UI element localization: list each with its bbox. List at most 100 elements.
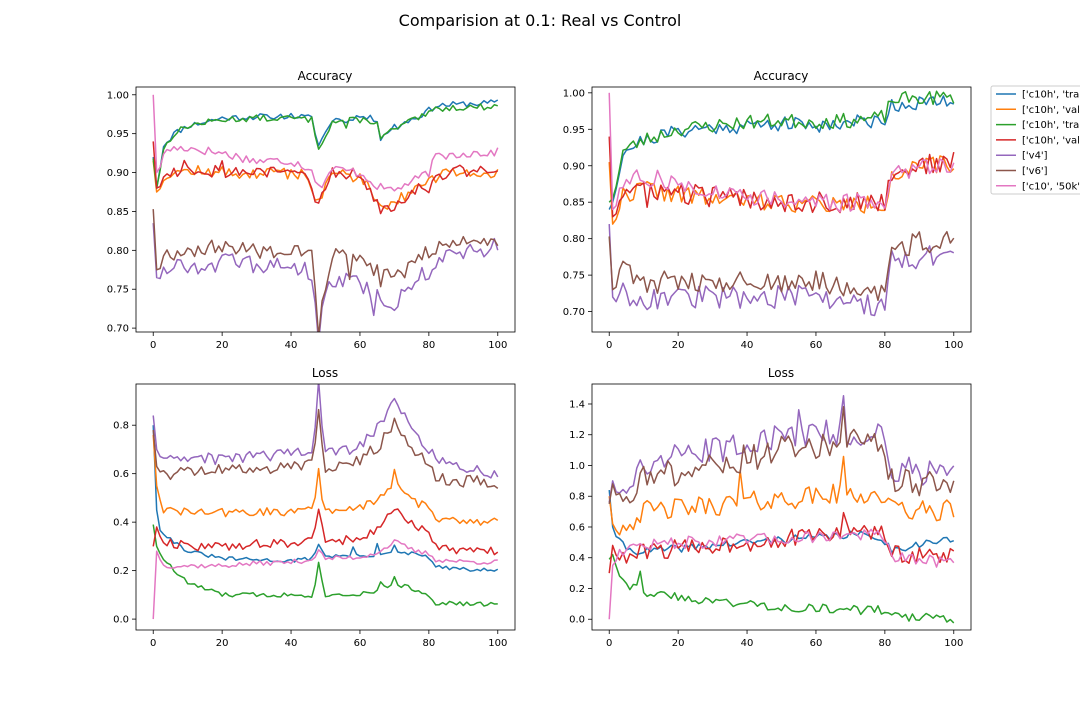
subplot-title: Accuracy	[754, 69, 809, 83]
axes-frame	[591, 383, 972, 631]
y-tick-label: 1.00	[107, 90, 129, 101]
legend: ['c10h', 'tra ['c10h', 'val ['c10h', 'tra […	[990, 85, 1080, 195]
x-tick-label: 40	[741, 638, 754, 649]
y-tick-label: 0.0	[569, 615, 585, 626]
x-tick-label: 20	[216, 340, 229, 351]
y-tick-label: 0.6	[569, 522, 585, 533]
y-tick-label: 1.4	[569, 399, 585, 410]
y-tick-label: 0.8	[569, 492, 585, 503]
x-tick-label: 80	[878, 638, 891, 649]
y-tick-label: 1.00	[563, 88, 585, 99]
y-tick-label: 1.2	[569, 430, 585, 441]
series-line-7	[608, 92, 955, 213]
y-tick-label: 0.90	[563, 161, 585, 172]
legend-frame	[990, 85, 1080, 195]
x-tick-label: 100	[488, 638, 507, 649]
series-line-2	[608, 455, 955, 536]
y-tick-label: 0.80	[563, 234, 585, 245]
series-line-1	[152, 425, 499, 572]
legend-label: ['v6']	[1022, 166, 1048, 177]
y-tick-label: 0.2	[113, 566, 129, 577]
y-tick-label: 0.95	[563, 125, 585, 136]
legend-label: ['c10h', 'val	[1022, 105, 1080, 116]
subplot-title: Loss	[312, 366, 338, 380]
series-group	[152, 384, 499, 620]
x-tick-label: 0	[606, 638, 612, 649]
y-tick-label: 0.0	[113, 615, 129, 626]
series-line-4	[152, 508, 499, 556]
series-line-2	[608, 155, 955, 225]
series-line-1	[608, 95, 955, 210]
series-group	[608, 395, 955, 624]
axes-frame	[591, 86, 972, 333]
series-line-3	[608, 90, 955, 203]
subplot-bottom-left: Loss 0 20 40 60 80 100 0.0 0.2 0.4 0.6 0.8	[113, 366, 516, 649]
x-tick-label: 80	[878, 340, 891, 351]
x-tick-label: 40	[285, 638, 298, 649]
series-line-5	[152, 384, 499, 479]
y-tick-label: 0.70	[107, 324, 129, 335]
legend-label: ['c10h', 'tra	[1022, 90, 1079, 101]
x-tick-label: 100	[944, 340, 963, 351]
y-tick-label: 0.2	[569, 584, 585, 595]
x-tick-label: 60	[354, 340, 367, 351]
x-tick-label: 60	[810, 638, 823, 649]
subplot-title: Loss	[768, 366, 794, 380]
series-line-6	[608, 230, 955, 302]
subplot-top-right: Accuracy 0 20 40 60 80 100 0.70 0.75 0.80 0.85 0.9…	[563, 69, 972, 351]
series-line-6	[608, 405, 955, 505]
axes-frame	[135, 86, 516, 333]
series-line-7	[608, 528, 955, 620]
series-line-2	[152, 434, 499, 526]
series-line-2	[152, 160, 499, 210]
x-tick-label: 60	[810, 340, 823, 351]
y-tick-label: 1.0	[569, 461, 585, 472]
series-line-5	[152, 223, 499, 332]
figure-title: Comparision at 0.1: Real vs Control	[399, 11, 682, 30]
series-line-3	[152, 524, 498, 607]
x-tick-label: 20	[672, 340, 685, 351]
series-line-7	[152, 94, 499, 192]
y-tick-label: 0.85	[563, 198, 585, 209]
series-group	[608, 90, 955, 317]
y-tick-label: 0.95	[107, 129, 129, 140]
x-tick-label: 0	[150, 638, 156, 649]
series-line-3	[608, 553, 955, 624]
y-tick-label: 0.90	[107, 168, 129, 179]
x-tick-label: 80	[422, 340, 435, 351]
series-line-4	[152, 141, 498, 215]
y-tick-label: 0.85	[107, 207, 129, 218]
x-tick-label: 40	[285, 340, 298, 351]
series-group	[152, 94, 499, 332]
legend-label: ['c10h', 'val	[1022, 135, 1080, 146]
x-tick-label: 20	[216, 638, 229, 649]
subplot-top-left: Accuracy 0 20 40 60 80 100 0.70 0.75 0.80 0.85 0.9…	[107, 69, 516, 351]
x-tick-label: 60	[354, 638, 367, 649]
y-tick-label: 0.80	[107, 246, 129, 257]
y-tick-label: 0.70	[563, 307, 585, 318]
subplot-title: Accuracy	[298, 69, 353, 83]
legend-label: ['v4']	[1022, 151, 1048, 162]
y-tick-label: 0.75	[563, 271, 585, 282]
y-tick-label: 0.8	[113, 421, 129, 432]
legend-label: ['c10h', 'tra	[1022, 120, 1079, 131]
x-tick-label: 40	[741, 340, 754, 351]
x-tick-label: 20	[672, 638, 685, 649]
y-tick-label: 0.4	[113, 518, 129, 529]
series-line-3	[152, 103, 498, 189]
x-tick-label: 100	[488, 340, 507, 351]
x-tick-label: 0	[606, 340, 612, 351]
legend-label: ['c10', '50k'	[1022, 181, 1080, 192]
series-line-6	[152, 209, 499, 332]
series-line-7	[152, 539, 498, 620]
y-tick-label: 0.6	[113, 469, 129, 480]
axes-frame	[135, 383, 516, 631]
x-tick-label: 100	[944, 638, 963, 649]
x-tick-label: 0	[150, 340, 156, 351]
subplot-bottom-right: Loss 0 20 40 60 80 100 0.0 0.2 0.4 0.6 0.8 1.0 1.2 1.…	[569, 366, 972, 649]
y-tick-label: 0.4	[569, 553, 585, 564]
series-line-6	[152, 408, 499, 489]
y-tick-label: 0.75	[107, 285, 129, 296]
series-line-1	[608, 490, 955, 556]
